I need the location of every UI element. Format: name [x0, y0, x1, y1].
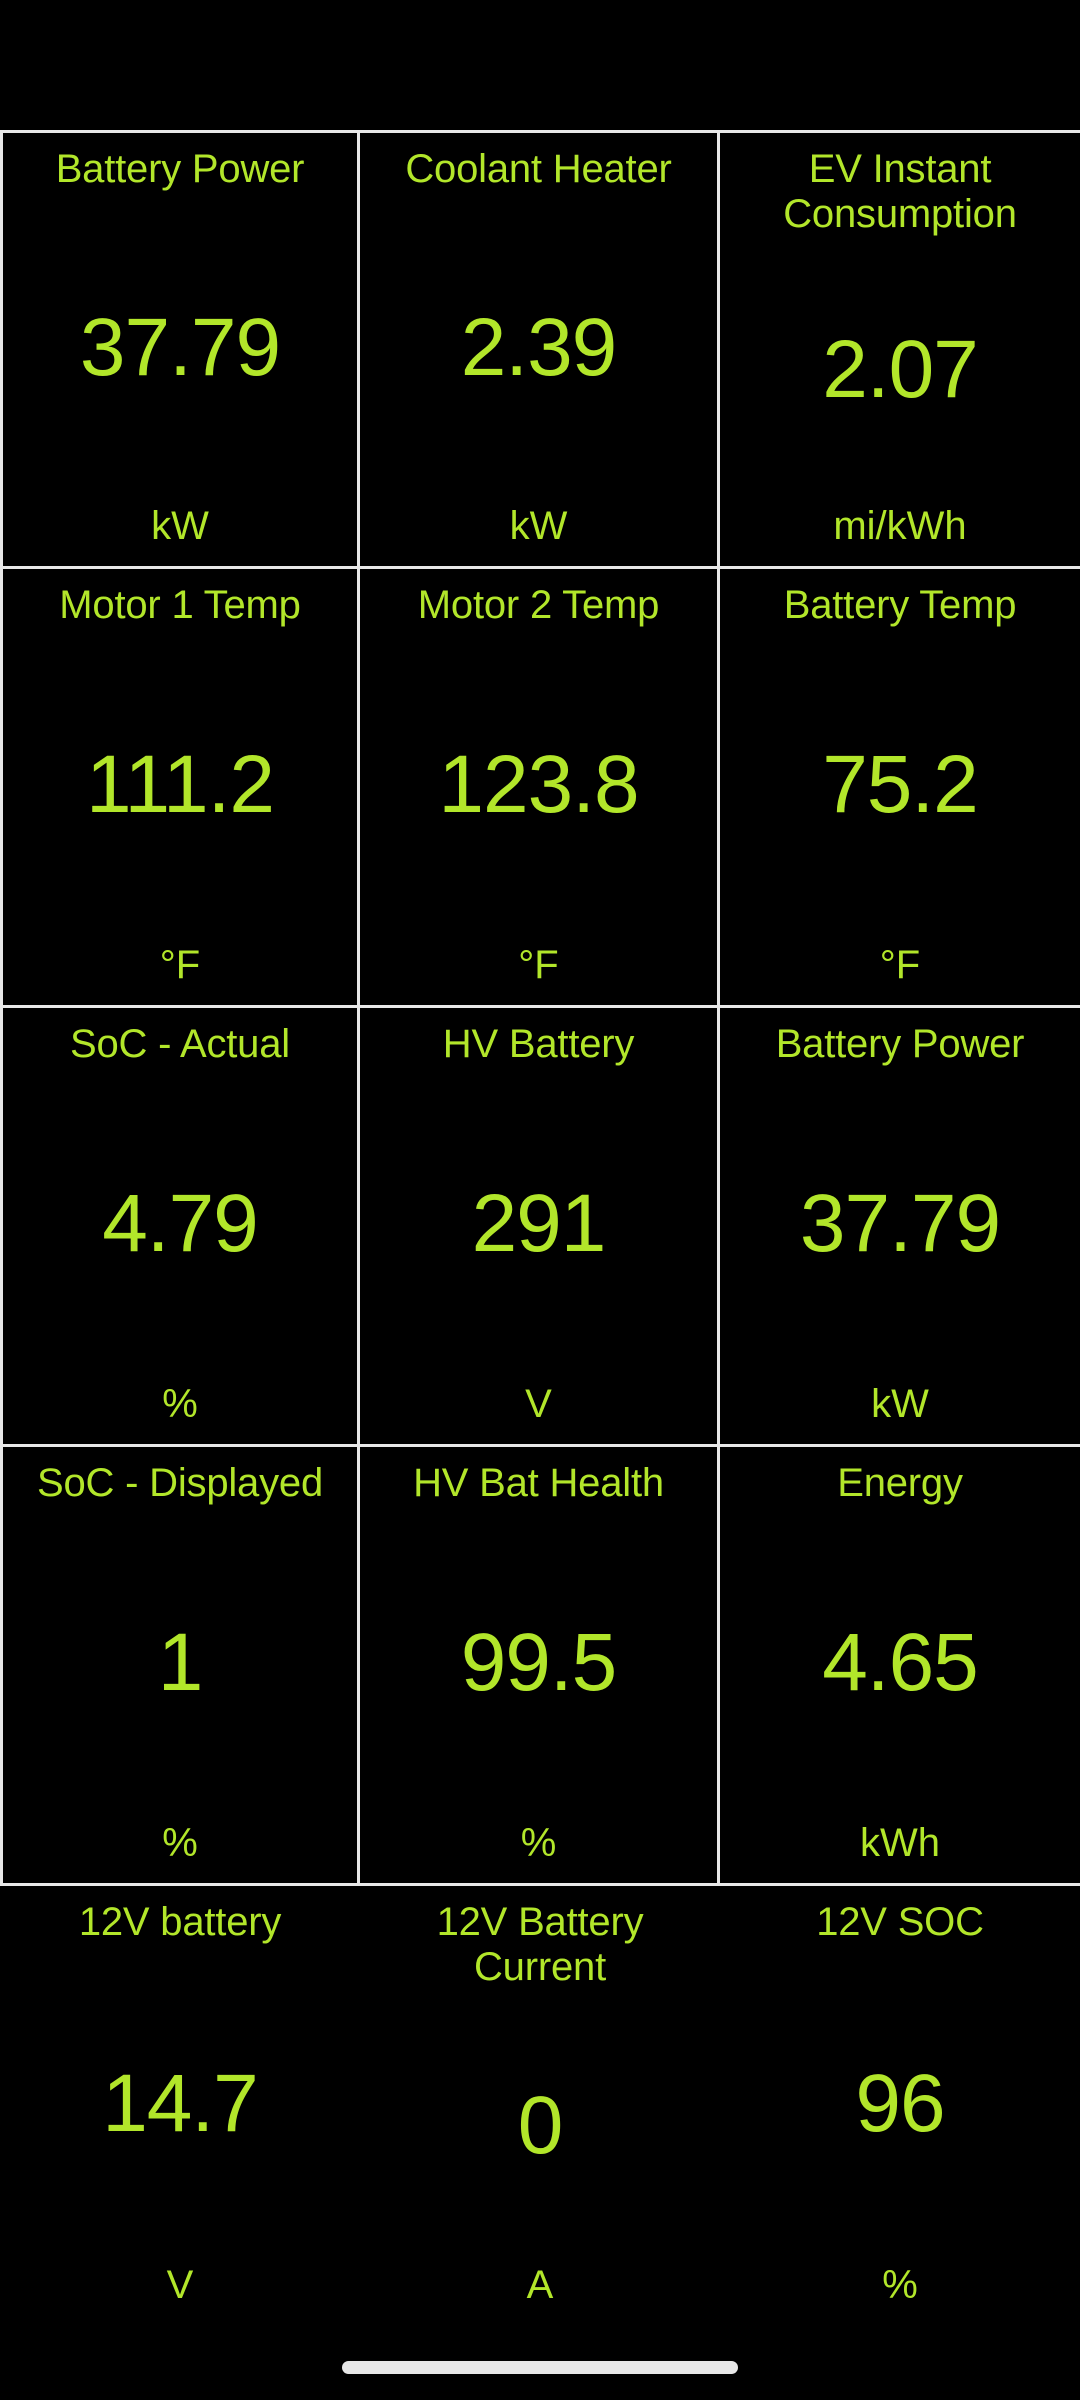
telemetry-cell-value: 14.7	[102, 2057, 259, 2149]
status-bar	[0, 0, 1080, 130]
telemetry-cell-label: 12V battery	[78, 1900, 282, 1944]
telemetry-cell-unit: °F	[879, 943, 921, 987]
telemetry-cell-label: Motor 1 Temp	[59, 583, 301, 627]
telemetry-cell-value: 37.79	[79, 301, 281, 393]
telemetry-cell-label: HV Bat Health	[413, 1461, 664, 1505]
telemetry-cell-value: 111.2	[85, 739, 275, 831]
telemetry-cell-unit: V	[166, 2263, 194, 2307]
telemetry-cell[interactable]: Motor 2 Temp 123.8 °F	[360, 569, 720, 1008]
telemetry-cell-value: 4.79	[102, 1178, 259, 1270]
telemetry-cell-label: EV Instant Consumption	[783, 147, 1017, 236]
telemetry-cell-label: Coolant Heater	[405, 147, 672, 191]
telemetry-cell-value: 4.65	[822, 1617, 979, 1709]
telemetry-cell-value: 1	[157, 1617, 204, 1709]
telemetry-cell-unit: V	[525, 1382, 552, 1426]
telemetry-cell[interactable]: Energy 4.65 kWh	[720, 1447, 1080, 1886]
telemetry-cell[interactable]: Battery Temp 75.2 °F	[720, 569, 1080, 1008]
telemetry-cell-unit: A	[526, 2263, 554, 2307]
telemetry-cell-unit: °F	[159, 943, 201, 987]
telemetry-cell-value: 291	[471, 1178, 607, 1270]
telemetry-cell-unit: kWh	[860, 1821, 940, 1865]
telemetry-cell[interactable]: 12V battery 14.7 V	[0, 1886, 360, 2325]
telemetry-cell-unit: kW	[509, 504, 568, 548]
telemetry-cell-label: 12V SOC	[816, 1900, 984, 1944]
telemetry-cell-label: Motor 2 Temp	[417, 583, 660, 627]
telemetry-cell-value: 37.79	[799, 1178, 1001, 1270]
telemetry-cell-value: 0	[517, 2080, 564, 2172]
telemetry-cell-label: Battery Temp	[783, 583, 1017, 627]
telemetry-cell[interactable]: Battery Power 37.79 kW	[720, 1008, 1080, 1447]
telemetry-cell-label: Battery Power	[775, 1022, 1025, 1066]
telemetry-cell-unit: %	[162, 1382, 198, 1426]
telemetry-cell-unit: kW	[151, 504, 209, 548]
telemetry-cell[interactable]: 12V Battery Current 0 A	[360, 1886, 720, 2325]
telemetry-cell-unit: kW	[871, 1382, 929, 1426]
home-gesture-pill[interactable]	[342, 2361, 738, 2374]
telemetry-cell-value: 99.5	[460, 1617, 618, 1709]
telemetry-cell-unit: %	[162, 1821, 198, 1865]
telemetry-cell-unit: mi/kWh	[833, 504, 967, 548]
telemetry-cell-value: 75.2	[822, 739, 979, 831]
telemetry-cell-value: 2.39	[460, 301, 618, 393]
telemetry-cell-label: HV Battery	[442, 1022, 635, 1066]
telemetry-cell-unit: %	[882, 2263, 918, 2307]
telemetry-cell[interactable]: 12V SOC 96%	[720, 1886, 1080, 2325]
telemetry-cell[interactable]: SoC - Displayed 1%	[0, 1447, 360, 1886]
telemetry-cell[interactable]: Motor 1 Temp 111.2 °F	[0, 569, 360, 1008]
telemetry-cell-value: 96	[855, 2057, 945, 2149]
telemetry-cell-label: 12V Battery Current	[436, 1900, 644, 1989]
telemetry-cell[interactable]: Coolant Heater 2.39 kW	[360, 130, 720, 569]
telemetry-cell-unit: %	[520, 1821, 557, 1865]
system-navigation-bar	[0, 2325, 1080, 2400]
telemetry-cell-unit: °F	[518, 943, 559, 987]
telemetry-cell[interactable]: HV Bat Health 99.5%	[360, 1447, 720, 1886]
telemetry-cell-label: Battery Power	[55, 147, 305, 191]
telemetry-cell[interactable]: SoC - Actual 4.79%	[0, 1008, 360, 1447]
telemetry-cell-label: SoC - Actual	[70, 1022, 290, 1066]
telemetry-cell-value: 123.8	[438, 739, 639, 831]
telemetry-cell[interactable]: HV Battery 291 V	[360, 1008, 720, 1447]
telemetry-cell-label: SoC - Displayed	[36, 1461, 323, 1505]
telemetry-cell[interactable]: EV Instant Consumption 2.07 mi/kWh	[720, 130, 1080, 569]
telemetry-cell-label: Energy	[837, 1461, 963, 1505]
telemetry-cell-value: 2.07	[822, 324, 979, 416]
telemetry-cell[interactable]: Battery Power 37.79 kW	[0, 130, 360, 569]
telemetry-grid: Battery Power 37.79 kW Coolant Heater 2.39 kW…	[0, 130, 1080, 2325]
